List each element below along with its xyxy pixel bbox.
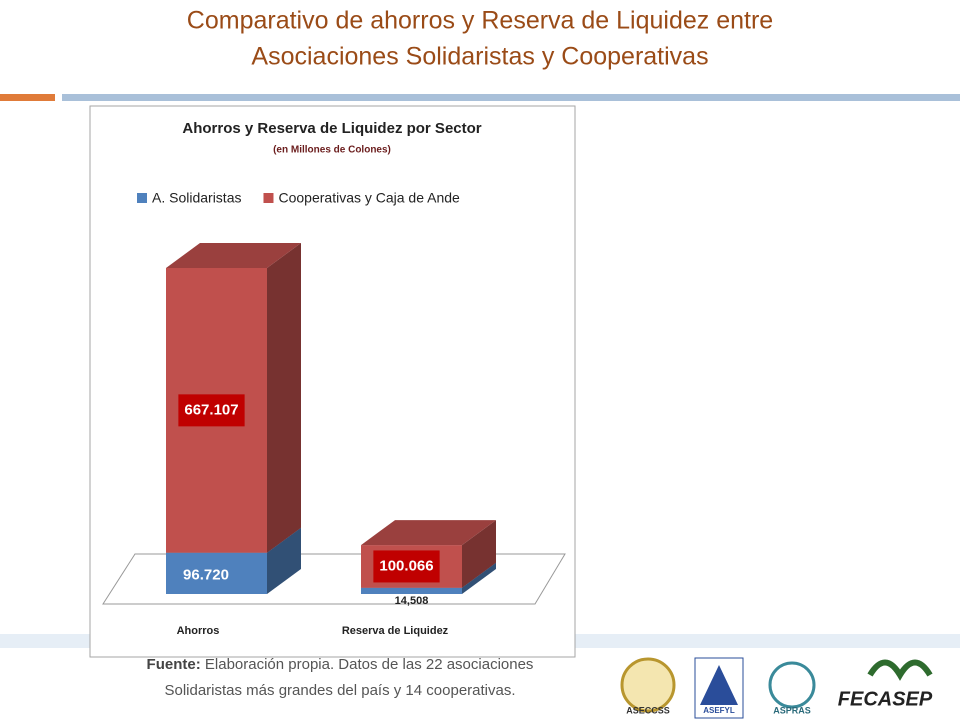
footer-line: Fuente: Elaboración propia. Datos de las…: [147, 656, 534, 673]
data-label: 96.720: [183, 566, 229, 583]
chart-subtitle: (en Millones de Colones): [273, 145, 391, 156]
bar-side: [267, 527, 301, 594]
bar: [361, 587, 462, 594]
legend-label: A. Solidaristas: [152, 190, 241, 206]
data-label-box: [178, 394, 245, 427]
logo-text: FECASEP: [838, 688, 933, 710]
data-label: 667.107: [184, 401, 238, 418]
accent-bar: [0, 94, 55, 101]
bar-top: [361, 520, 496, 546]
bar-side: [267, 243, 301, 553]
bar-side: [462, 520, 496, 588]
footer-text: Elaboración propia. Datos de las 22 asoc…: [205, 656, 534, 673]
logo-text: ASPRAS: [773, 705, 811, 715]
data-label: 14,508: [395, 595, 429, 607]
chart-title: Ahorros y Reserva de Liquidez por Sector: [182, 120, 481, 137]
bar-side: [462, 562, 496, 594]
floor: [102, 553, 566, 605]
logo-text: ASECCSS: [626, 705, 670, 715]
logo-text: ASEFYL: [703, 706, 735, 715]
bar: [166, 552, 267, 594]
x-tick-label: Ahorros: [177, 625, 220, 637]
bar-top: [166, 243, 301, 268]
logo: ASECCSS ASEFYL ASPRAS FECASEP: [620, 657, 933, 719]
data-label: 100.066: [379, 557, 433, 574]
accent-line: [62, 94, 960, 101]
chart-frame: [89, 105, 576, 658]
legend-swatch: [137, 193, 147, 203]
slide-title: Comparativo de ahorros y Reserva de Liqu…: [187, 7, 773, 35]
legend-label: Cooperativas y Caja de Ande: [278, 190, 460, 206]
x-tick-label: Reserva de Liquidez: [342, 625, 449, 637]
footer-line: Solidaristas más grandes del país y 14 c…: [164, 682, 515, 699]
legend-swatch: [263, 193, 274, 203]
footer-label: Fuente:: [147, 656, 201, 673]
slide-title: Asociaciones Solidaristas y Cooperativas: [251, 43, 708, 71]
data-label-box: [373, 550, 440, 583]
